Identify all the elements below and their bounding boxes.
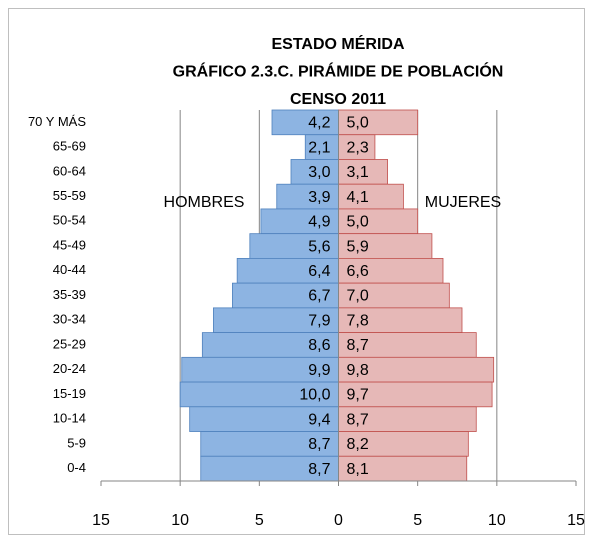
bar bbox=[201, 332, 339, 358]
x-tick-label: 5 bbox=[255, 512, 264, 529]
y-tick-label: 30-34 bbox=[53, 312, 86, 327]
bar bbox=[179, 381, 339, 408]
bar bbox=[200, 455, 339, 482]
data-label: 2,3 bbox=[347, 139, 369, 156]
bar bbox=[271, 109, 339, 136]
bar bbox=[338, 381, 493, 408]
data-label: 3,1 bbox=[347, 164, 369, 181]
series-label: HOMBRES bbox=[164, 194, 245, 211]
data-label: 8,6 bbox=[308, 337, 330, 354]
y-tick-label: 10-14 bbox=[53, 411, 86, 426]
bar bbox=[290, 159, 339, 185]
x-tick-label: 10 bbox=[488, 512, 506, 529]
data-label: 8,2 bbox=[347, 436, 369, 453]
data-label: 4,9 bbox=[308, 214, 330, 231]
chart-title: ESTADO MÉRIDA bbox=[271, 34, 404, 53]
data-label: 7,9 bbox=[308, 312, 330, 329]
y-tick-label: 5-9 bbox=[67, 435, 86, 450]
bar bbox=[338, 282, 450, 309]
data-label: 8,1 bbox=[347, 461, 369, 478]
y-tick-label: 0-4 bbox=[67, 460, 86, 475]
data-label: 6,6 bbox=[347, 263, 369, 280]
chart-title: GRÁFICO 2.3.C. PIRÁMIDE DE POBLACIÓN bbox=[173, 62, 504, 81]
data-label: 3,9 bbox=[308, 189, 330, 206]
y-tick-label: 45-49 bbox=[53, 237, 86, 252]
bar bbox=[338, 233, 433, 259]
data-label: 3,0 bbox=[308, 164, 330, 181]
chart-title: CENSO 2011 bbox=[290, 91, 386, 108]
data-label: 5,0 bbox=[347, 214, 369, 231]
data-label: 5,6 bbox=[308, 238, 330, 255]
x-tick-label: 15 bbox=[92, 512, 110, 529]
data-label: 7,8 bbox=[347, 312, 369, 329]
y-tick-label: 70 Y MÁS bbox=[28, 114, 86, 129]
y-tick-label: 35-39 bbox=[53, 287, 86, 302]
data-label: 8,7 bbox=[347, 411, 369, 428]
data-label: 6,4 bbox=[308, 263, 330, 280]
x-tick-label: 0 bbox=[334, 512, 343, 529]
data-label: 6,7 bbox=[308, 288, 330, 305]
bar bbox=[249, 233, 339, 259]
y-tick-label: 15-19 bbox=[53, 386, 86, 401]
data-label: 5,0 bbox=[347, 115, 369, 132]
bar bbox=[276, 183, 339, 210]
data-label: 4,1 bbox=[347, 189, 369, 206]
bar bbox=[200, 431, 339, 457]
data-label: 2,1 bbox=[308, 139, 330, 156]
data-label: 8,7 bbox=[347, 337, 369, 354]
bar bbox=[213, 307, 339, 334]
x-tick-label: 5 bbox=[413, 512, 422, 529]
data-label: 9,4 bbox=[308, 411, 330, 428]
data-label: 4,2 bbox=[308, 115, 330, 132]
y-tick-label: 25-29 bbox=[53, 336, 86, 351]
data-label: 9,9 bbox=[308, 362, 330, 379]
x-tick-label: 10 bbox=[171, 512, 189, 529]
data-label: 5,9 bbox=[347, 238, 369, 255]
bar bbox=[338, 208, 419, 235]
y-tick-label: 60-64 bbox=[53, 163, 86, 178]
y-tick-label: 65-69 bbox=[53, 139, 86, 154]
bar bbox=[232, 282, 339, 309]
bar bbox=[338, 183, 404, 210]
bar bbox=[181, 356, 339, 383]
series-label: MUJERES bbox=[425, 194, 501, 211]
y-tick-label: 50-54 bbox=[53, 213, 86, 228]
data-label: 10,0 bbox=[299, 387, 330, 404]
bar bbox=[260, 208, 339, 235]
data-label: 7,0 bbox=[347, 288, 369, 305]
y-tick-label: 20-24 bbox=[53, 361, 86, 376]
x-tick-label: 15 bbox=[567, 512, 585, 529]
y-tick-label: 40-44 bbox=[53, 262, 86, 277]
bar bbox=[338, 406, 477, 432]
data-label: 9,7 bbox=[347, 387, 369, 404]
data-label: 9,8 bbox=[347, 362, 369, 379]
bar bbox=[189, 406, 339, 432]
y-tick-label: 55-59 bbox=[53, 188, 86, 203]
data-label: 8,7 bbox=[308, 461, 330, 478]
data-label: 8,7 bbox=[308, 436, 330, 453]
